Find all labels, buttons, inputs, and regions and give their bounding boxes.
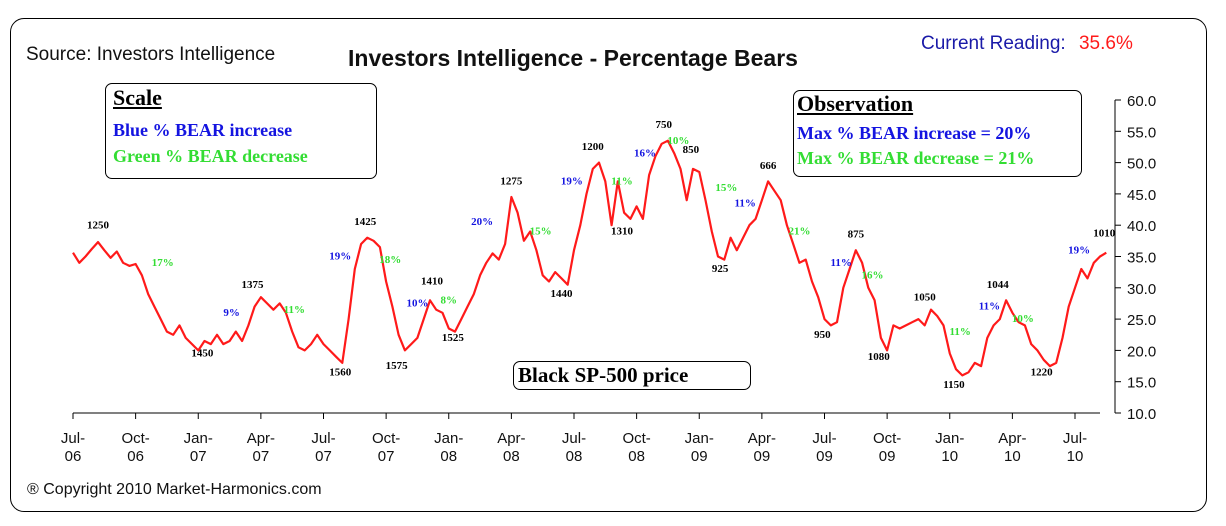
- sp500-price-label: 1050: [914, 291, 937, 303]
- observation-max-increase: Max % BEAR increase = 20%: [797, 123, 1032, 143]
- copyright: ® Copyright 2010 Market-Harmonics.com: [27, 481, 322, 499]
- y-tick-label: 20.0: [1127, 343, 1156, 360]
- percent-change-label: 11%: [611, 176, 632, 188]
- x-tick-label: Apr-08: [497, 430, 525, 465]
- sp500-price-label: 925: [712, 263, 729, 275]
- x-tick-label: Jul-06: [61, 430, 85, 465]
- sp500-price-label: 850: [683, 144, 700, 156]
- sp500-price-label: 1250: [87, 219, 110, 231]
- percent-change-label: 11%: [949, 326, 970, 338]
- sp500-price-label: 666: [760, 160, 777, 172]
- y-tick-label: 45.0: [1127, 187, 1156, 204]
- x-tick-label: Jul-09: [812, 430, 836, 465]
- sp500-price-label: 1310: [611, 226, 634, 238]
- x-tick-label: Jul-08: [562, 430, 586, 465]
- scale-blue-line: Blue % BEAR increase: [113, 120, 293, 140]
- percent-change-label: 21%: [788, 226, 810, 238]
- percent-change-label: 19%: [561, 176, 583, 188]
- scale-green-line: Green % BEAR decrease: [113, 146, 308, 166]
- sp500-price-label: 875: [848, 229, 865, 241]
- x-tick-label: Oct-06: [121, 430, 149, 465]
- percent-change-label: 16%: [634, 147, 656, 159]
- y-tick-label: 35.0: [1127, 250, 1156, 267]
- y-tick-label: 10.0: [1127, 406, 1156, 423]
- sp500-label-box: Black SP-500 price: [513, 361, 751, 390]
- x-tick-label: Jan-07: [184, 430, 213, 465]
- x-tick-label: Apr-10: [998, 430, 1026, 465]
- y-tick-label: 55.0: [1127, 124, 1156, 141]
- copyright-icon: ®: [27, 481, 39, 498]
- percent-change-label: 11%: [830, 257, 851, 269]
- sp500-price-label: 950: [814, 329, 831, 341]
- x-tick-label: Jan-09: [685, 430, 714, 465]
- x-tick-label: Jul-10: [1063, 430, 1087, 465]
- percent-change-label: 8%: [441, 294, 458, 306]
- current-reading: Current Reading: 35.6%: [921, 33, 1133, 55]
- current-reading-label: Current Reading:: [921, 33, 1066, 54]
- percent-change-label: 19%: [329, 251, 351, 263]
- percent-change-label: 10%: [667, 135, 689, 147]
- percent-change-label: 17%: [152, 257, 174, 269]
- sp500-price-label: 1275: [500, 176, 523, 188]
- observation-box: Observation Max % BEAR increase = 20% Ma…: [793, 90, 1082, 177]
- x-tick-label: Jul-07: [311, 430, 335, 465]
- sp500-price-label: 1450: [191, 348, 214, 360]
- percent-change-label: 15%: [530, 226, 552, 238]
- percent-change-label: 10%: [406, 298, 428, 310]
- source-label: Source: Investors Intelligence: [26, 44, 276, 65]
- sp500-price-label: 1425: [354, 216, 377, 228]
- y-tick-label: 30.0: [1127, 281, 1156, 298]
- x-tick-label: Oct-09: [873, 430, 901, 465]
- y-tick-label: 50.0: [1127, 156, 1156, 173]
- sp500-price-label: 1010: [1093, 227, 1116, 239]
- bears-series-line: [72, 139, 1107, 377]
- y-tick-label: 25.0: [1127, 312, 1156, 329]
- scale-heading: Scale: [113, 85, 162, 110]
- percent-change-label: 19%: [1068, 244, 1090, 256]
- scale-legend-box: Scale Blue % BEAR increase Green % BEAR …: [105, 83, 377, 179]
- chart-title: Investors Intelligence - Percentage Bear…: [348, 45, 798, 71]
- sp500-price-label: 1044: [987, 279, 1010, 291]
- y-tick-label: 60.0: [1127, 93, 1156, 110]
- sp500-price-label: 1150: [943, 379, 965, 391]
- sp500-price-label: 1525: [442, 332, 465, 344]
- observation-heading: Observation: [797, 91, 914, 116]
- sp500-price-label: 1440: [550, 288, 573, 300]
- x-tick-label: Oct-08: [622, 430, 650, 465]
- x-tick-label: Jan-08: [434, 430, 463, 465]
- x-tick-label: Oct-07: [372, 430, 400, 465]
- percent-change-label: 15%: [715, 182, 737, 194]
- sp500-price-label: 1375: [242, 279, 265, 291]
- sp500-label: Black SP-500 price: [518, 363, 689, 387]
- sp500-price-label: 1080: [868, 351, 891, 363]
- x-tick-label: Jan-10: [935, 430, 964, 465]
- sp500-price-label: 1560: [329, 366, 352, 378]
- percent-change-label: 20%: [471, 216, 493, 228]
- percent-change-label: 11%: [979, 301, 1000, 313]
- sp500-price-label: 1220: [1031, 366, 1054, 378]
- sp500-price-label: 1575: [386, 360, 409, 372]
- percent-change-label: 11%: [284, 304, 305, 316]
- percent-change-label: 10%: [1012, 313, 1034, 325]
- percent-change-label: 9%: [223, 307, 240, 319]
- sp500-price-label: 1410: [421, 276, 444, 288]
- y-tick-label: 40.0: [1127, 218, 1156, 235]
- percent-change-label: 16%: [862, 269, 884, 281]
- y-tick-label: 15.0: [1127, 375, 1156, 392]
- x-tick-label: Apr-07: [247, 430, 275, 465]
- percent-change-label: 11%: [734, 197, 755, 209]
- percent-change-label: 18%: [379, 254, 401, 266]
- current-reading-value: 35.6%: [1078, 33, 1133, 54]
- sp500-price-label: 1200: [582, 141, 605, 153]
- x-tick-label: Apr-09: [748, 430, 776, 465]
- sp500-price-label: 750: [656, 119, 673, 131]
- observation-max-decrease: Max % BEAR decrease = 21%: [797, 148, 1035, 168]
- copyright-text: Copyright 2010 Market-Harmonics.com: [43, 481, 322, 498]
